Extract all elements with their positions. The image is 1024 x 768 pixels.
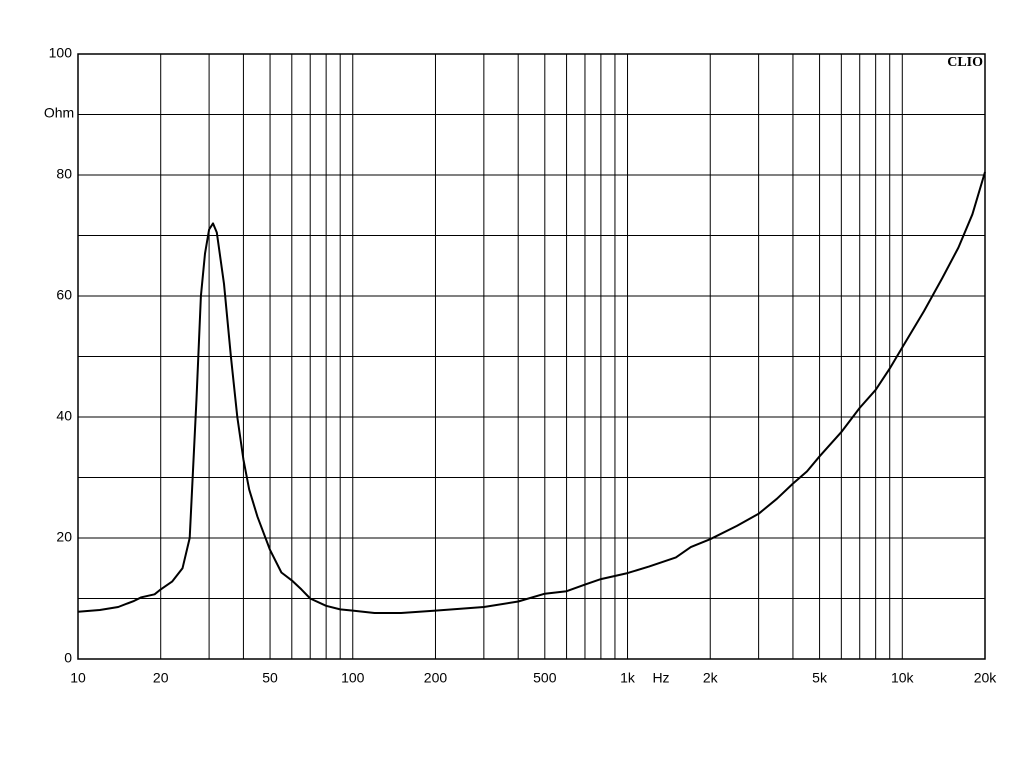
x-tick-label: 5k — [812, 670, 828, 686]
y-tick-label: 40 — [56, 408, 72, 424]
y-tick-label: 20 — [56, 529, 72, 545]
y-tick-label: 80 — [56, 166, 72, 182]
x-tick-label: 500 — [533, 670, 557, 686]
y-tick-label: 100 — [49, 45, 73, 61]
x-tick-label: 100 — [341, 670, 365, 686]
brand: CLIO — [947, 55, 983, 70]
x-tick-label: 50 — [262, 670, 278, 686]
impedance-curve — [77, 171, 986, 614]
x-unit: Hz — [652, 670, 669, 686]
plot-frame — [77, 53, 986, 660]
x-tick-label: 10k — [891, 670, 915, 686]
x-tick-label: 20k — [974, 670, 998, 686]
x-tick-label: 200 — [424, 670, 448, 686]
y-unit: Ohm — [44, 105, 74, 121]
y-tick-label: 60 — [56, 287, 72, 303]
y-tick-label: 0 — [64, 650, 72, 666]
x-tick-label: 2k — [703, 670, 719, 686]
x-tick-label: 20 — [153, 670, 169, 686]
x-tick-label: 10 — [70, 670, 86, 686]
x-tick-label: 1k — [620, 670, 636, 686]
